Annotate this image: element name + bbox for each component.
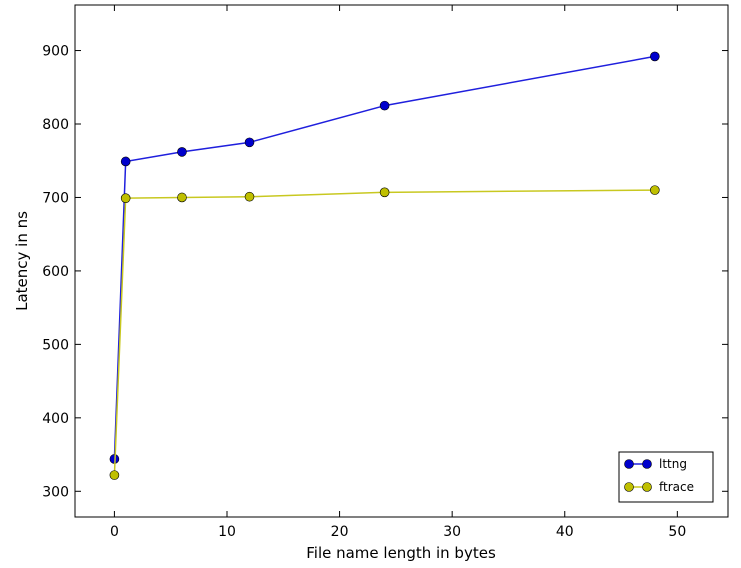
x-tick-label: 50	[668, 524, 686, 540]
x-axis-title: File name length in bytes	[306, 544, 496, 562]
legend-label-ftrace: ftrace	[659, 480, 694, 494]
legend-marker-ftrace	[642, 482, 652, 492]
y-tick-label: 800	[42, 117, 69, 133]
y-tick-label: 300	[42, 484, 69, 500]
y-axis: 300 400 500 600 700 800 900	[42, 44, 728, 500]
series-line-lttng	[113, 55, 655, 459]
series-layer	[109, 51, 660, 480]
y-tick-label: 600	[42, 264, 69, 280]
x-tick-label: 10	[218, 524, 236, 540]
y-tick-label: 900	[42, 44, 69, 60]
legend-box	[618, 451, 714, 503]
legend-marker-lttng	[642, 459, 652, 469]
y-tick-label: 700	[42, 190, 69, 206]
data-point-ftrace	[650, 185, 660, 195]
legend-marker-ftrace	[624, 482, 634, 492]
data-point-lttng	[177, 147, 187, 157]
y-tick-label: 500	[42, 337, 69, 353]
data-point-ftrace	[109, 470, 120, 480]
plot-area	[74, 4, 729, 518]
data-point-lttng	[244, 137, 255, 148]
legend: lttng ftrace	[618, 451, 714, 503]
data-point-lttng	[650, 51, 660, 62]
data-point-lttng	[379, 100, 390, 111]
x-tick-label: 0	[110, 524, 119, 540]
data-point-ftrace	[379, 187, 390, 198]
data-point-ftrace	[120, 193, 131, 203]
data-point-lttng	[120, 156, 131, 167]
series-line-ftrace	[113, 189, 655, 476]
x-axis: 0 10 20 30 40 50	[110, 5, 686, 540]
x-tick-label: 30	[443, 524, 461, 540]
x-tick-label: 40	[556, 524, 574, 540]
legend-label-lttng: lttng	[659, 457, 687, 471]
y-axis-title: Latency in ns	[13, 211, 31, 311]
legend-marker-lttng	[624, 459, 634, 469]
y-tick-label: 400	[42, 411, 69, 427]
data-point-ftrace	[244, 191, 255, 202]
x-tick-label: 20	[331, 524, 349, 540]
data-point-ftrace	[177, 192, 187, 203]
